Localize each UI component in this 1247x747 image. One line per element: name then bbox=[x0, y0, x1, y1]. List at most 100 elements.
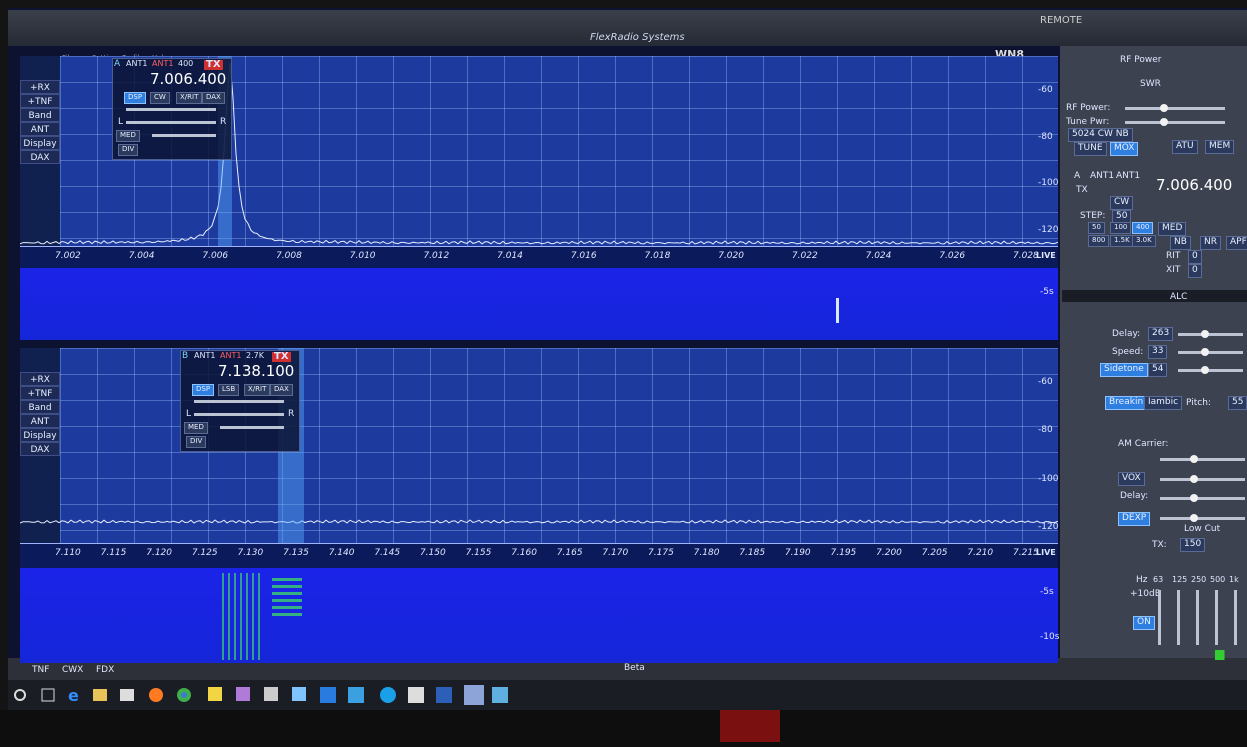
eq-hz-label: Hz bbox=[1136, 575, 1148, 585]
frequency-tick: 7.115 bbox=[100, 548, 127, 558]
slice-tab[interactable]: DAX bbox=[202, 92, 225, 104]
mox-button[interactable]: MOX bbox=[1110, 142, 1139, 156]
frequency-tick: 7.026 bbox=[939, 251, 966, 261]
meter-label: RF Power bbox=[1120, 55, 1162, 65]
dbm-tick: -100 bbox=[1038, 473, 1059, 484]
side-button[interactable]: ANT bbox=[20, 122, 60, 136]
time-tick: -5s bbox=[1040, 287, 1054, 297]
dbm-tick: -80 bbox=[1038, 131, 1053, 142]
side-button[interactable]: DAX bbox=[20, 442, 60, 456]
filter-button[interactable]: 400 bbox=[1132, 222, 1154, 234]
filter-button[interactable]: 800 bbox=[1088, 235, 1110, 247]
slider bbox=[1160, 517, 1245, 520]
remote-label: REMOTE bbox=[1040, 15, 1083, 26]
mode-select[interactable]: CW bbox=[1110, 196, 1134, 210]
eq-fader bbox=[1177, 590, 1180, 645]
slider-knob bbox=[1160, 104, 1168, 112]
side-button[interactable]: ANT bbox=[20, 414, 60, 428]
frequency-tick: 7.190 bbox=[784, 548, 811, 558]
breakin-button[interactable]: Breakin bbox=[1105, 396, 1148, 410]
agc-select[interactable]: MED bbox=[184, 422, 208, 434]
atu-button[interactable]: ATU bbox=[1172, 140, 1198, 154]
agc-select[interactable]: MED bbox=[1158, 222, 1187, 236]
apf-button[interactable]: APF bbox=[1226, 236, 1247, 250]
frequency-tick: 7.170 bbox=[602, 548, 629, 558]
frequency-tick: 7.205 bbox=[921, 548, 948, 558]
dbm-tick: -80 bbox=[1038, 425, 1053, 436]
nr-button[interactable]: NR bbox=[1200, 236, 1221, 250]
dbm-tick: -60 bbox=[1038, 377, 1053, 387]
side-button[interactable]: Display bbox=[20, 428, 60, 442]
waterfall bbox=[20, 268, 1058, 340]
pan-slider bbox=[194, 413, 284, 416]
eq-fader bbox=[1234, 590, 1237, 645]
side-button[interactable]: Band bbox=[20, 108, 60, 122]
xit-value[interactable]: 0 bbox=[1188, 264, 1202, 278]
eq-band: 500 bbox=[1210, 575, 1226, 584]
side-button[interactable]: Display bbox=[20, 136, 60, 150]
tune-button[interactable]: TUNE bbox=[1074, 142, 1107, 156]
filter-button[interactable]: 3.0K bbox=[1132, 235, 1156, 247]
window-title: FlexRadio Systems bbox=[590, 32, 685, 43]
div-button[interactable]: DIV bbox=[118, 144, 139, 156]
frequency-tick: 7.004 bbox=[128, 251, 155, 261]
sidetone-button[interactable]: Sidetone bbox=[1100, 363, 1148, 377]
eq-band: 250 bbox=[1191, 575, 1207, 584]
title-bar bbox=[8, 10, 1247, 46]
frequency-tick: 7.020 bbox=[718, 251, 744, 261]
left-label: L bbox=[186, 409, 192, 419]
side-button[interactable]: +TNF bbox=[20, 94, 60, 108]
side-button[interactable]: +TNF bbox=[20, 386, 60, 400]
slice-letter: A bbox=[1074, 171, 1081, 181]
filter-width: 2.7K bbox=[246, 351, 264, 360]
side-button[interactable]: +RX bbox=[20, 80, 60, 94]
mem-button[interactable]: MEM bbox=[1205, 140, 1235, 154]
frequency-tick: 7.120 bbox=[146, 548, 172, 558]
status-beta: Beta bbox=[624, 663, 645, 673]
side-button[interactable]: +RX bbox=[20, 372, 60, 386]
time-tick: -10s bbox=[1040, 632, 1060, 642]
side-button[interactable]: DAX bbox=[20, 150, 60, 164]
slice-tab[interactable]: LSB bbox=[218, 384, 240, 396]
rit-value[interactable]: 0 bbox=[1188, 250, 1202, 264]
am-carrier-label: AM Carrier: bbox=[1118, 439, 1169, 449]
slice-tab[interactable]: CW bbox=[150, 92, 170, 104]
frequency-tick: 7.180 bbox=[693, 548, 720, 558]
audio-slider bbox=[194, 400, 284, 403]
slice-tab[interactable]: X/RIT bbox=[244, 384, 271, 396]
slice-tab[interactable]: DSP bbox=[124, 92, 147, 104]
filter-button[interactable]: 100 bbox=[1110, 222, 1132, 234]
frequency-tick: 7.140 bbox=[328, 548, 355, 558]
slice-tab[interactable]: DAX bbox=[270, 384, 293, 396]
dx-sign bbox=[720, 710, 780, 742]
slice-tab[interactable]: X/RIT bbox=[176, 92, 203, 104]
frequency-tick: 7.018 bbox=[644, 251, 671, 261]
pitch-label: Pitch: bbox=[1186, 398, 1211, 408]
filter-button[interactable]: 1.5K bbox=[1110, 235, 1134, 247]
step-label: STEP: bbox=[1080, 211, 1106, 221]
frequency-tick: 7.185 bbox=[739, 548, 766, 558]
cw-delay-value[interactable]: 263 bbox=[1148, 327, 1174, 341]
speed-value[interactable]: 33 bbox=[1148, 345, 1168, 359]
frequency-tick: 7.155 bbox=[465, 548, 492, 558]
slice-tab[interactable]: DSP bbox=[192, 384, 215, 396]
agc-select[interactable]: MED bbox=[116, 130, 140, 142]
nb-button[interactable]: NB bbox=[1170, 236, 1191, 250]
eq-fader bbox=[1215, 590, 1218, 645]
frequency-tick: 7.022 bbox=[791, 251, 818, 261]
dexp-button[interactable]: DEXP bbox=[1118, 512, 1151, 526]
sidetone-value[interactable]: 54 bbox=[1148, 363, 1168, 377]
side-button[interactable]: Band bbox=[20, 400, 60, 414]
div-button[interactable]: DIV bbox=[186, 436, 207, 448]
vox-button[interactable]: VOX bbox=[1118, 472, 1145, 486]
low-cut-value[interactable]: 150 bbox=[1180, 538, 1206, 552]
iambic-button[interactable]: Iambic bbox=[1144, 396, 1183, 410]
tx-profile[interactable]: 5024 CW NB bbox=[1068, 128, 1133, 142]
frequency-tick: 7.195 bbox=[830, 548, 857, 558]
pitch-value[interactable]: 55 bbox=[1228, 396, 1247, 410]
frequency-tick: 7.010 bbox=[349, 251, 376, 261]
eq-on-button[interactable]: ON bbox=[1133, 616, 1155, 630]
tune-power-label: Tune Pwr: bbox=[1066, 117, 1110, 127]
frequency-tick: 7.012 bbox=[423, 251, 450, 261]
filter-button[interactable]: 50 bbox=[1088, 222, 1105, 234]
